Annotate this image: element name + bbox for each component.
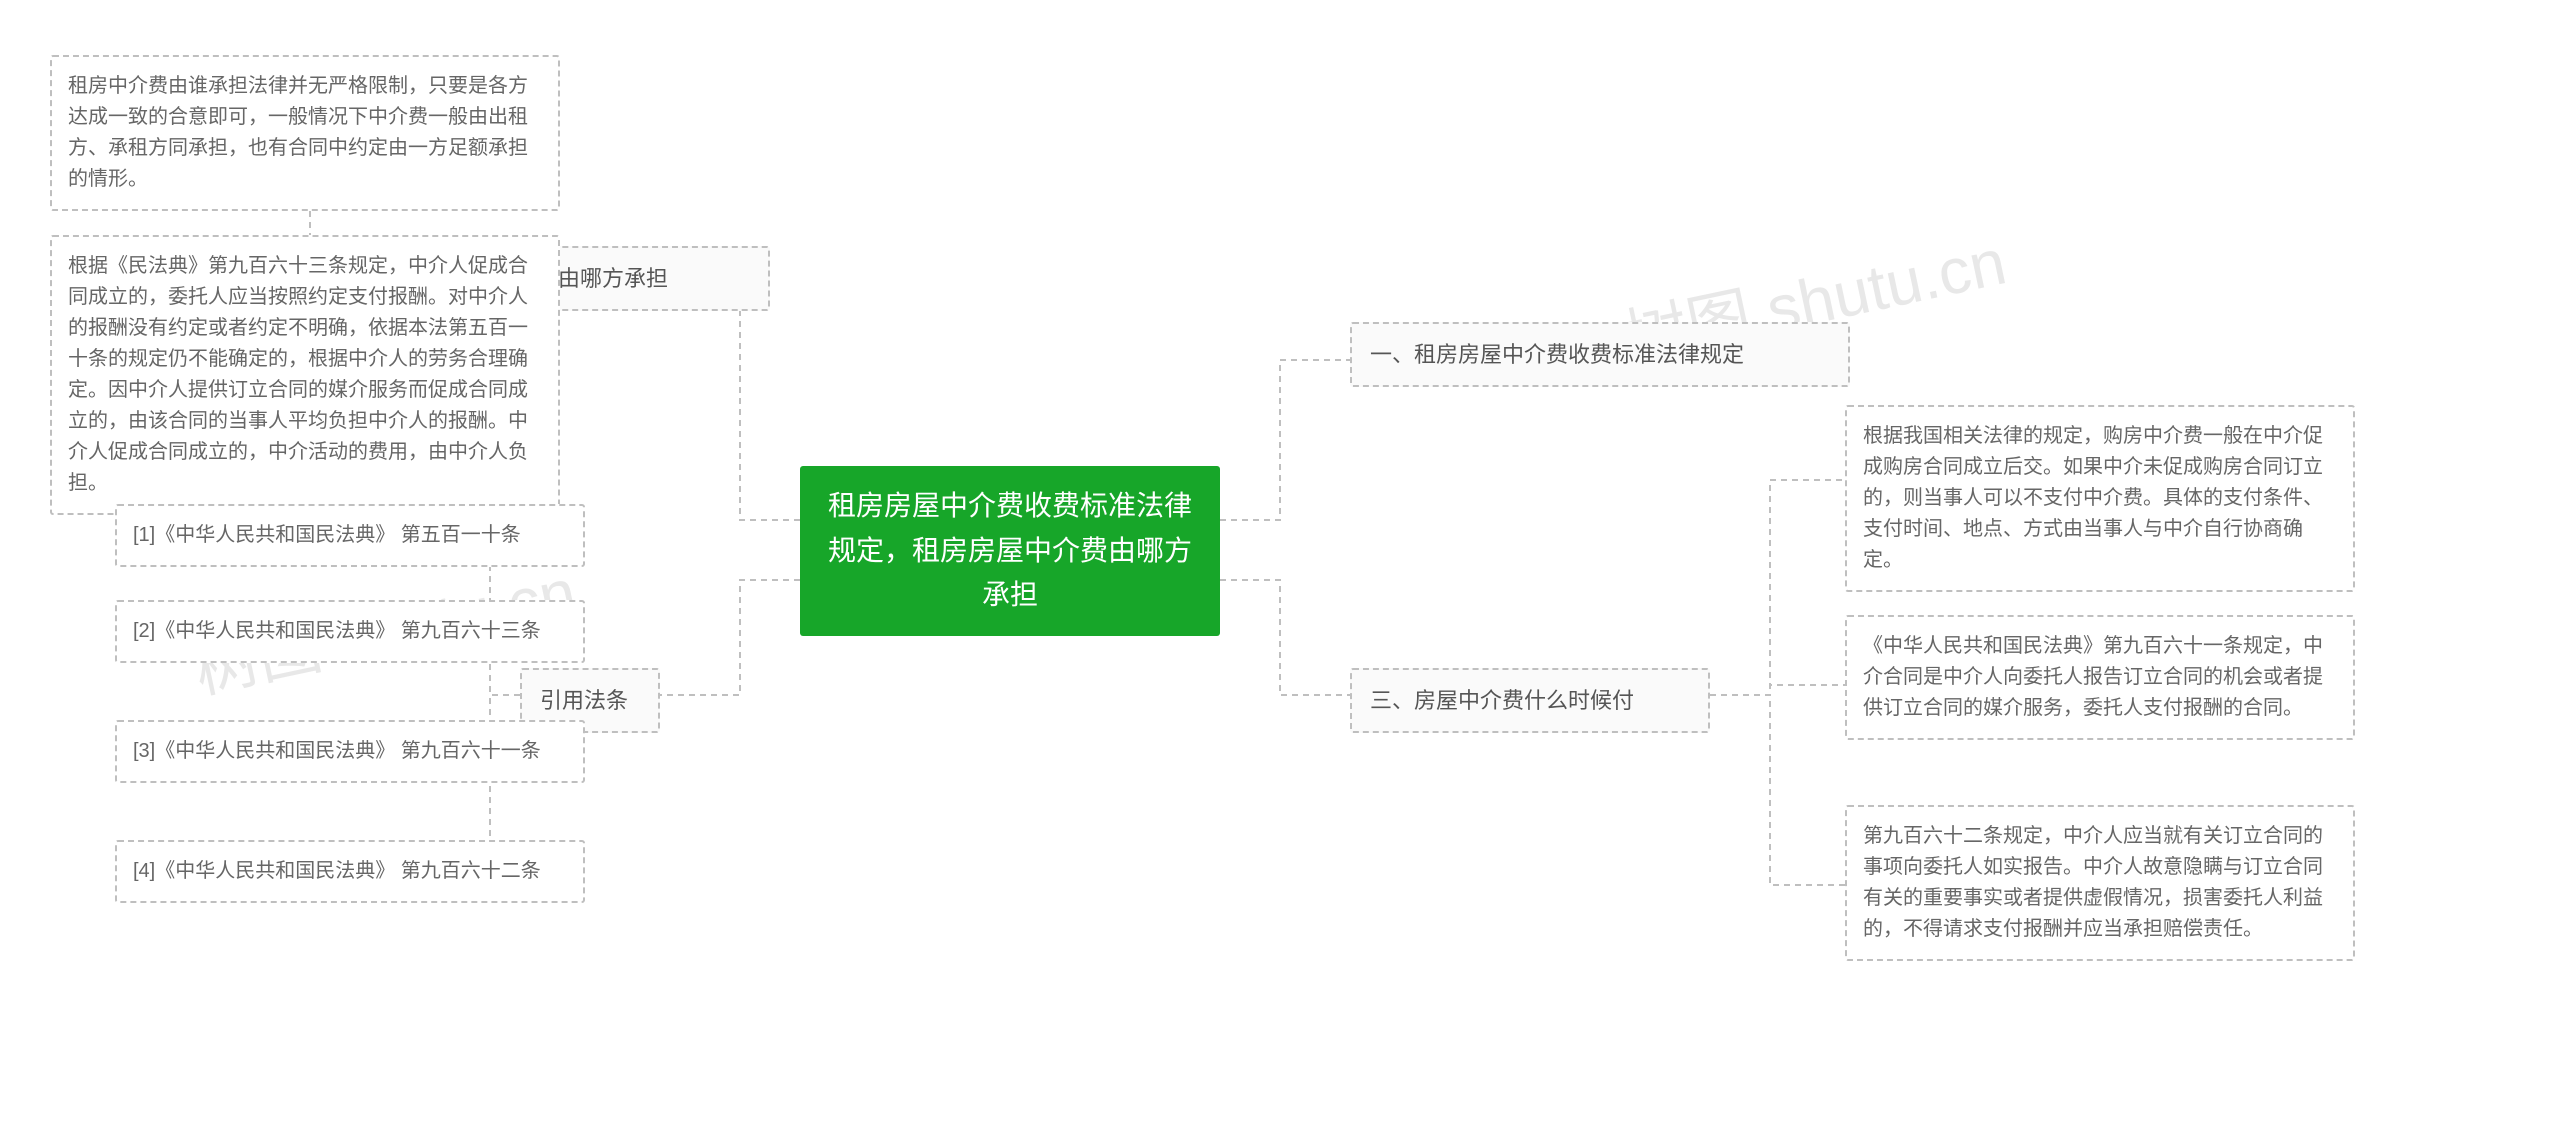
leaf-when-pay-1: 根据我国相关法律的规定，购房中介费一般在中介促成购房合同成立后交。如果中介未促成… [1845,405,2355,592]
leaf-citation-4: [4]《中华人民共和国民法典》 第九百六十二条 [115,840,585,903]
leaf-citation-1: [1]《中华人民共和国民法典》 第五百一十条 [115,504,585,567]
leaf-citation-3: [3]《中华人民共和国民法典》 第九百六十一条 [115,720,585,783]
leaf-who-pays-2: 根据《民法典》第九百六十三条规定，中介人促成合同成立的，委托人应当按照约定支付报… [50,235,560,515]
leaf-who-pays-1: 租房中介费由谁承担法律并无严格限制，只要是各方达成一致的合意即可，一般情况下中介… [50,55,560,211]
branch-charging-standard: 一、租房房屋中介费收费标准法律规定 [1350,322,1850,387]
leaf-citation-2: [2]《中华人民共和国民法典》 第九百六十三条 [115,600,585,663]
leaf-when-pay-3: 第九百六十二条规定，中介人应当就有关订立合同的事项向委托人如实报告。中介人故意隐… [1845,805,2355,961]
branch-when-pay: 三、房屋中介费什么时候付 [1350,668,1710,733]
mindmap-root: 租房房屋中介费收费标准法律规定，租房房屋中介费由哪方承担 [800,466,1220,636]
leaf-when-pay-2: 《中华人民共和国民法典》第九百六十一条规定，中介合同是中介人向委托人报告订立合同… [1845,615,2355,740]
